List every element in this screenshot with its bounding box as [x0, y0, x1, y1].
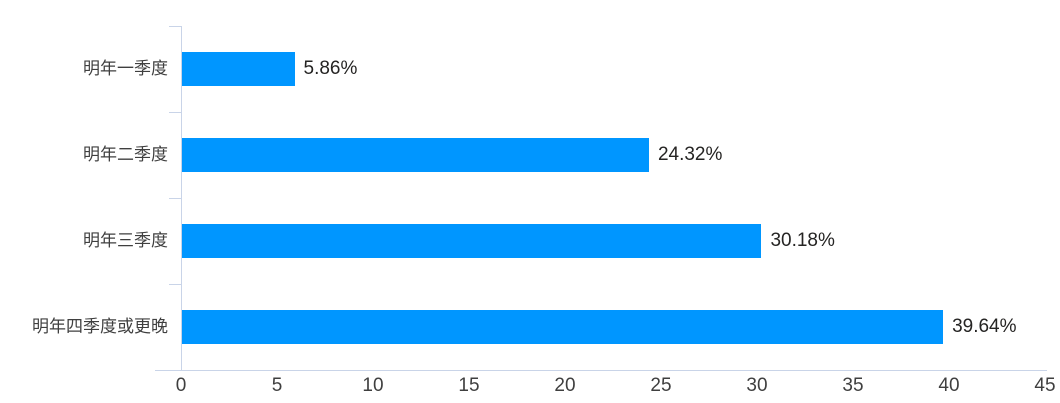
x-axis-tick-label: 20 [554, 375, 576, 396]
bar[interactable] [182, 224, 762, 258]
x-axis-tick-label: 0 [175, 375, 187, 396]
x-axis-tick-label: 5 [271, 375, 283, 396]
x-axis-tick-label: 45 [1034, 375, 1056, 396]
value-label: 24.32% [657, 144, 723, 165]
value-label: 30.18% [770, 230, 835, 251]
x-axis-tick-label: 30 [746, 375, 768, 396]
value-label: 5.86% [303, 58, 358, 79]
y-axis-tick [169, 112, 181, 113]
x-axis-tick-label: 35 [842, 375, 864, 396]
category-label: 明年四季度或更晚 [32, 317, 168, 336]
x-axis-tick-label: 40 [938, 375, 960, 396]
y-axis-tick [169, 284, 181, 285]
y-axis-tick [169, 370, 181, 371]
y-axis-line [181, 26, 182, 371]
x-axis-tick-label: 10 [362, 375, 384, 396]
bar[interactable] [182, 138, 649, 172]
category-label: 明年一季度 [83, 59, 168, 78]
y-axis-tick [169, 26, 181, 27]
bar[interactable] [182, 52, 295, 86]
x-axis-line [155, 370, 1047, 371]
category-label: 明年二季度 [83, 145, 168, 164]
value-label: 39.64% [952, 316, 1017, 337]
x-axis-tick-label: 15 [458, 375, 480, 396]
bar[interactable] [182, 310, 944, 344]
x-axis-tick-label: 25 [650, 375, 672, 396]
category-label: 明年三季度 [83, 231, 168, 250]
y-axis-tick [169, 198, 181, 199]
